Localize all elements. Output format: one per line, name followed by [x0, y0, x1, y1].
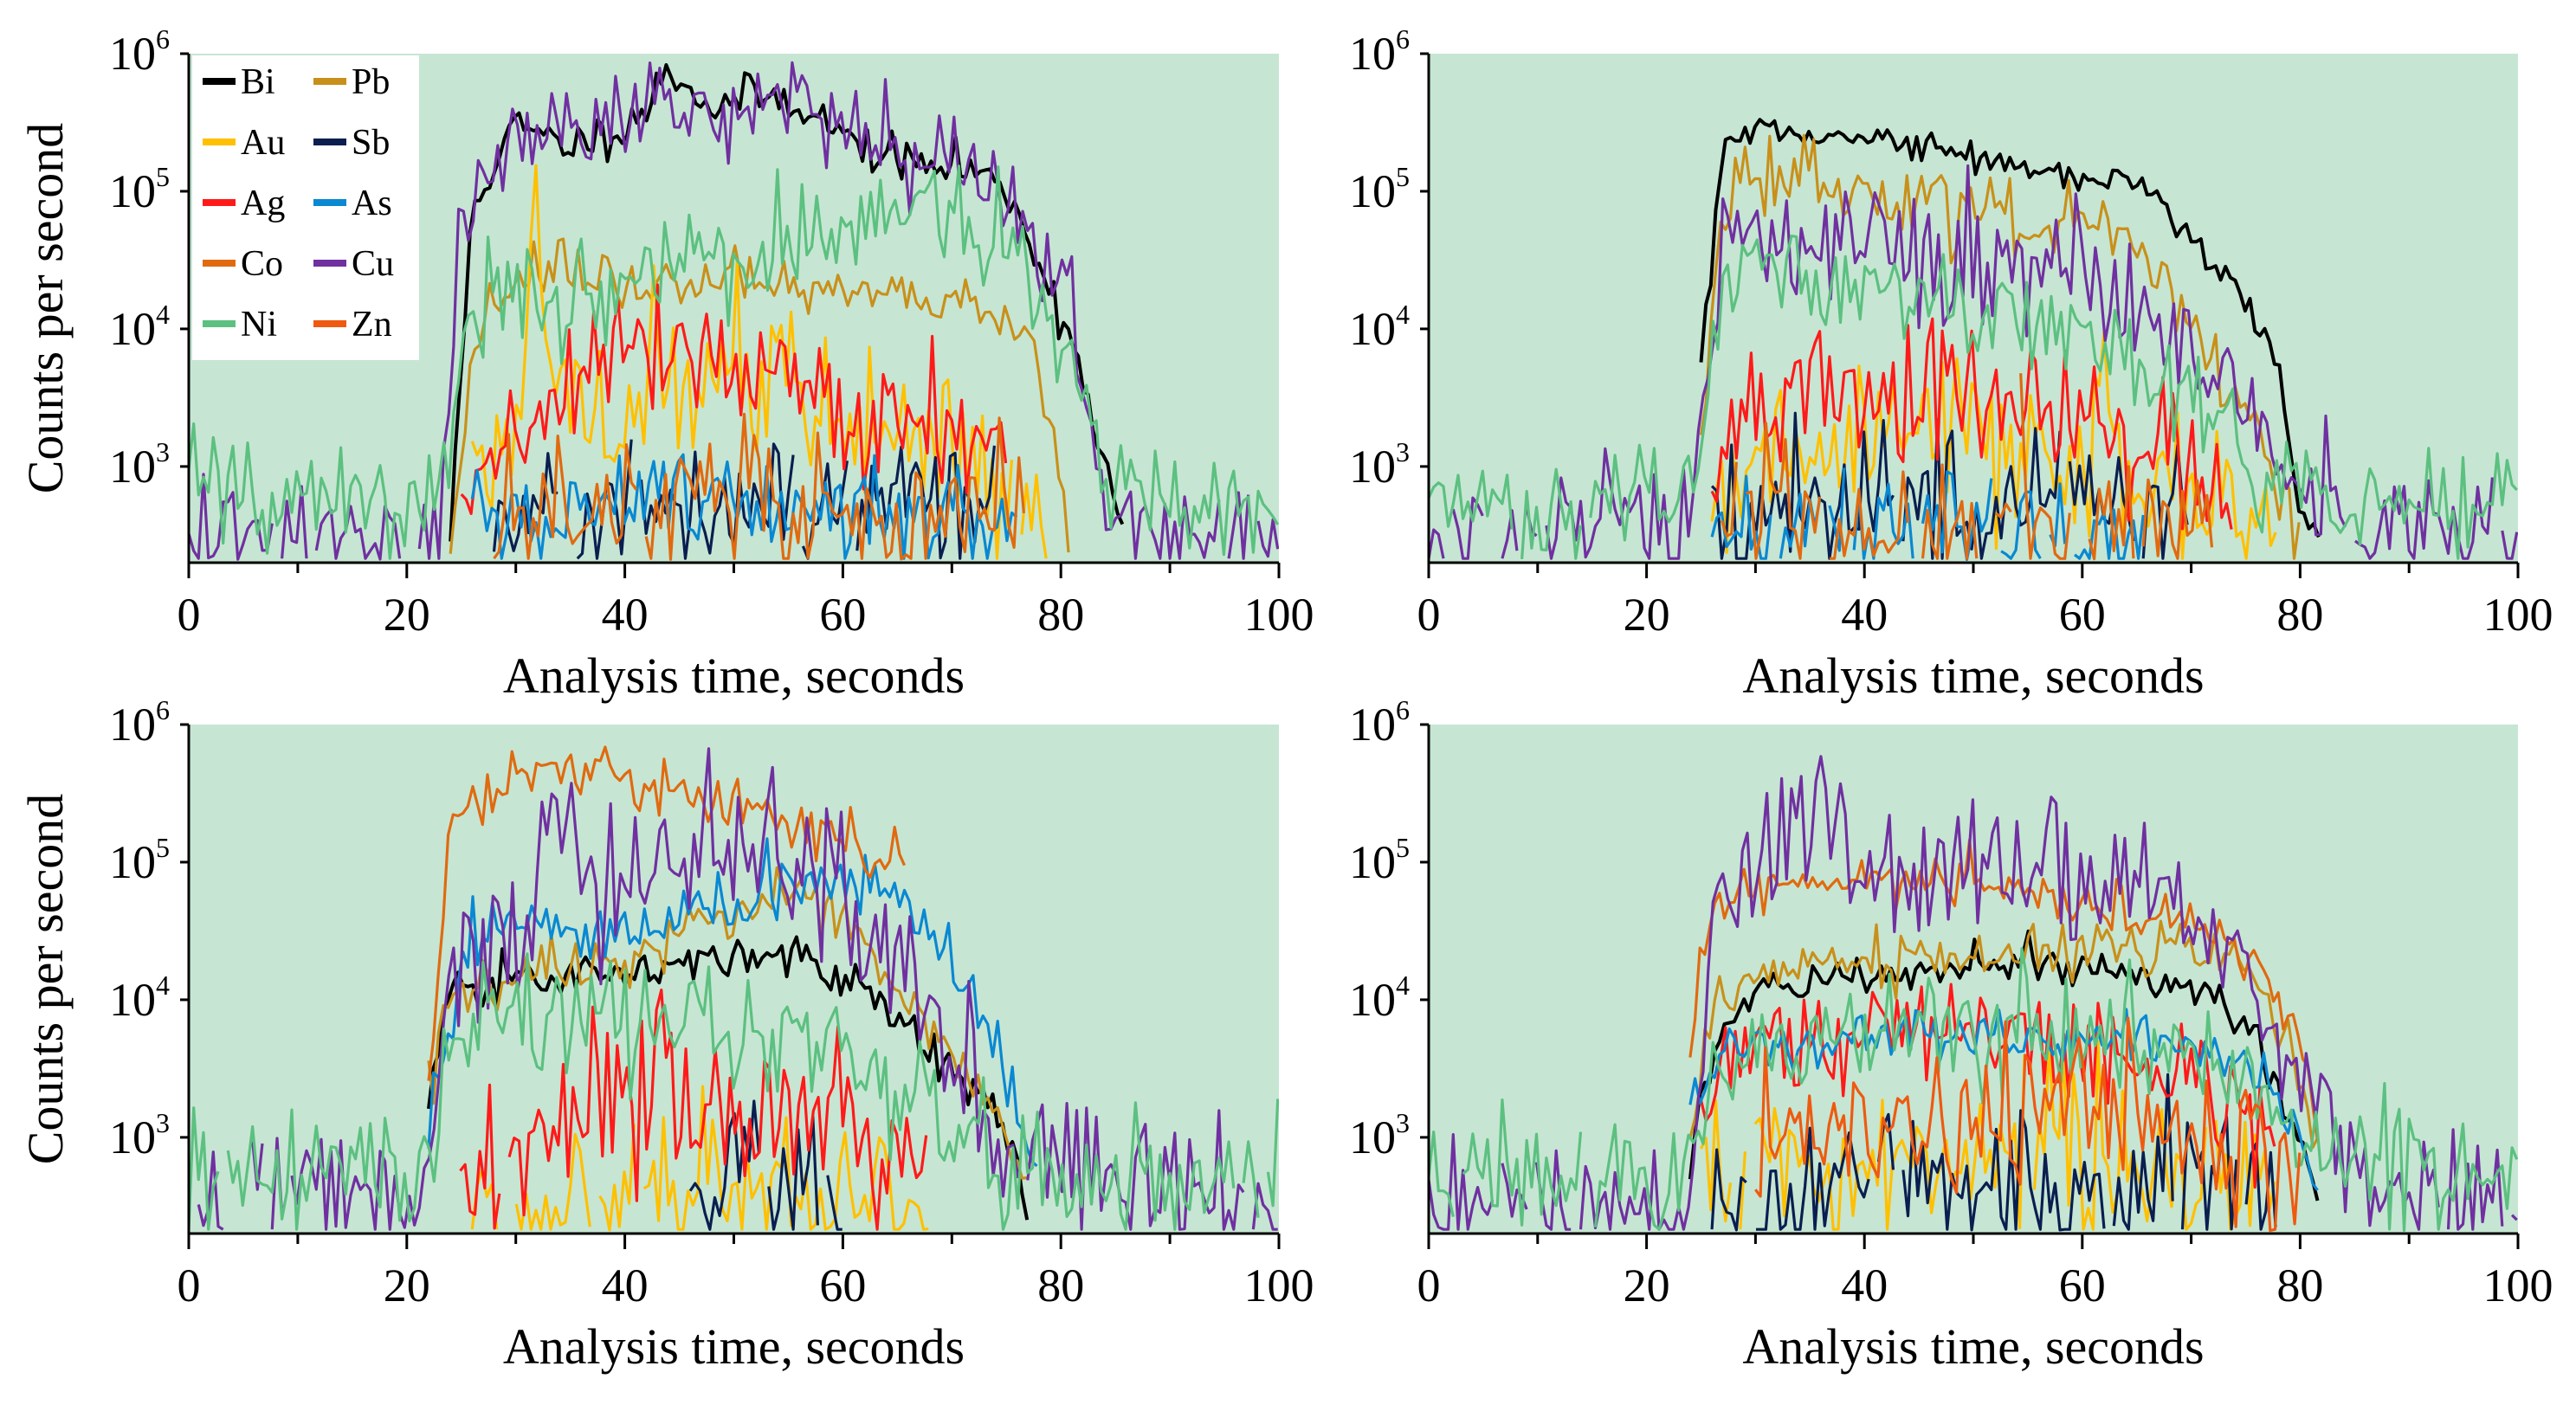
x-tick-label: 0: [178, 1260, 201, 1311]
series-line-as: [470, 453, 1018, 560]
legend-label-bi: Bi: [241, 62, 275, 102]
legend-label-cu: Cu: [352, 244, 394, 284]
series-line-pb: [1688, 919, 2319, 1150]
x-tick-label: 20: [1624, 589, 1670, 641]
legend-label-as: As: [352, 184, 392, 223]
series-line-co: [493, 412, 1025, 561]
legend-label-au: Au: [241, 123, 285, 163]
series-line-ni: [189, 164, 1279, 560]
y-tick-label: 106: [1349, 694, 1410, 751]
x-tick-label: 40: [1841, 589, 1888, 641]
legend-label-zn: Zn: [352, 305, 392, 345]
x-tick-label: 40: [1841, 1260, 1888, 1311]
y-tick-label: 104: [109, 299, 170, 355]
x-tick-label: 20: [384, 589, 430, 641]
x-tick-label: 20: [384, 1260, 430, 1311]
x-tick-label: 100: [1244, 1260, 1314, 1311]
series-line-bi: [1688, 929, 2320, 1202]
y-tick-label: 105: [109, 832, 170, 888]
y-tick-label: 106: [109, 23, 170, 80]
series-line-pb: [449, 237, 1070, 554]
series-line-co: [1688, 838, 2320, 1142]
series-line-cu: [189, 61, 1279, 561]
x-tick-label: 80: [2276, 1260, 2323, 1311]
x-tick-label: 100: [2483, 1260, 2553, 1311]
x-axis-title: Analysis time, seconds: [1742, 648, 2204, 704]
legend-label-ni: Ni: [241, 305, 277, 345]
legend-box: [192, 55, 419, 360]
x-tick-label: 20: [1624, 1260, 1670, 1311]
y-tick-label: 105: [1349, 832, 1410, 888]
x-axis-title: Analysis time, seconds: [503, 648, 965, 704]
x-tick-label: 60: [2059, 1260, 2106, 1311]
y-tick-label: 103: [109, 436, 170, 493]
x-tick-label: 100: [1244, 589, 1314, 641]
x-axis-title: Analysis time, seconds: [503, 1318, 965, 1375]
y-tick-label: 104: [1349, 299, 1410, 355]
x-axis-title: Analysis time, seconds: [1742, 1318, 2204, 1375]
series-line-cu: [1429, 755, 2518, 1231]
series-group: [189, 61, 1279, 561]
legend-label-co: Co: [241, 244, 283, 284]
x-tick-label: 80: [2276, 589, 2323, 641]
series-line-au: [1700, 1040, 2276, 1231]
series-group: [1429, 118, 2518, 561]
series-line-sb: [1710, 1073, 2277, 1232]
x-tick-label: 100: [2483, 589, 2553, 641]
x-tick-label: 40: [602, 1260, 649, 1311]
x-tick-label: 0: [1417, 1260, 1441, 1311]
x-tick-label: 0: [178, 589, 201, 641]
series-line-ag: [459, 989, 928, 1231]
y-axis-title: Counts per second: [17, 123, 74, 494]
chart-panel-bottom-right: 0 20 40 60 80 100 Analysis time, seconds 103 104…: [1349, 694, 2553, 1375]
chart-panel-top-left: 0 20 40 60 80 100 Analysis time, seconds 103 104…: [17, 23, 1314, 704]
series-line-ni: [1429, 947, 2518, 1232]
y-tick-label: 104: [109, 970, 170, 1026]
series-line-pb: [1699, 133, 2301, 560]
series-line-cu: [1429, 164, 2518, 560]
legend-label-pb: Pb: [352, 62, 390, 102]
series-line-as: [427, 837, 1038, 1168]
y-axis-title: Counts per second: [17, 794, 74, 1165]
x-tick-label: 0: [1417, 589, 1441, 641]
chart-panel-top-right: 0 20 40 60 80 100 Analysis time, seconds 103 104…: [1349, 23, 2553, 704]
x-tick-label: 60: [819, 1260, 866, 1311]
series-line-co: [1720, 373, 2214, 561]
legend: Bi Pb Au Sb Ag As Co Cu Ni Zn: [192, 55, 419, 360]
series-line-au: [1710, 330, 2277, 560]
plot-area: [1429, 54, 2518, 563]
y-tick-label: 103: [1349, 436, 1410, 493]
series-line-bi: [449, 63, 1125, 542]
legend-label-ag: Ag: [241, 184, 285, 223]
x-tick-label: 60: [2059, 589, 2106, 641]
legend-label-sb: Sb: [352, 123, 390, 163]
chart-panel-bottom-left: 0 20 40 60 80 100 Analysis time, seconds 103 104…: [17, 694, 1314, 1375]
y-tick-label: 103: [1349, 1107, 1410, 1163]
y-tick-label: 103: [109, 1107, 170, 1163]
x-tick-label: 40: [602, 589, 649, 641]
series-line-ag: [460, 283, 1008, 515]
x-tick-label: 80: [1037, 1260, 1084, 1311]
x-tick-label: 60: [819, 589, 866, 641]
series-line-ni: [189, 952, 1279, 1231]
x-tick-label: 80: [1037, 589, 1084, 641]
y-tick-label: 106: [1349, 23, 1410, 80]
y-tick-label: 105: [1349, 161, 1410, 217]
y-tick-label: 105: [109, 161, 170, 217]
y-tick-label: 104: [1349, 970, 1410, 1026]
series-line-cu: [197, 747, 1278, 1231]
series-group: [1429, 755, 2518, 1233]
series-line-zn: [1754, 1016, 2302, 1233]
series-group: [189, 745, 1279, 1232]
y-tick-label: 106: [109, 694, 170, 751]
series-line-ag: [1710, 317, 2233, 531]
series-line-ni: [1429, 235, 2518, 560]
